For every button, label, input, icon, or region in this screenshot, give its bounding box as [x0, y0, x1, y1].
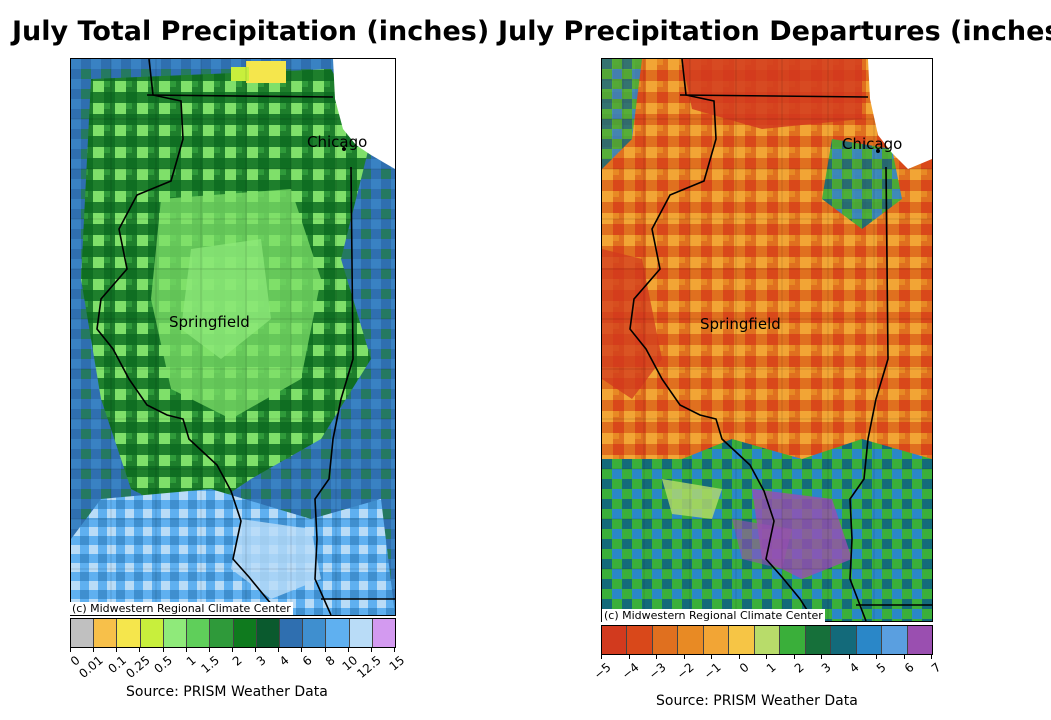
right-map-credit: (c) Midwestern Regional Climate Center — [602, 609, 825, 622]
left-legend-swatch — [71, 619, 95, 647]
left-legend-swatch — [187, 619, 211, 647]
right-legend-tick-label: −5 — [591, 660, 614, 683]
right-legend-tick-label: 2 — [791, 660, 807, 676]
left-legend-tick-label: 0.5 — [151, 653, 176, 676]
right-legend-tick-label: −3 — [646, 660, 669, 683]
right-legend-swatch — [678, 626, 704, 654]
right-legend-tick-label: −4 — [618, 660, 642, 683]
left-legend-colorbar — [70, 618, 396, 648]
left-legend-tick — [208, 647, 210, 652]
left-legend-swatch — [303, 619, 327, 647]
right-legend-tick — [876, 654, 877, 659]
left-legend-tick — [370, 647, 372, 652]
left-legend-swatch — [140, 619, 164, 647]
left-legend-tick-label: 15 — [386, 653, 407, 674]
right-legend-tick-label: 6 — [901, 660, 917, 676]
right-source: Source: PRISM Weather Data — [656, 693, 858, 709]
left-legend-tick-label: 12.5 — [354, 653, 384, 681]
left-legend-swatch — [233, 619, 257, 647]
left-legend-swatch — [326, 619, 350, 647]
left-map-title: July Total Precipitation (inches) — [12, 16, 490, 47]
right-legend-tick-label: −1 — [701, 660, 724, 683]
left-legend-swatch — [163, 619, 188, 647]
right-legend-tick — [931, 654, 932, 659]
left-legend-tick — [278, 647, 280, 652]
left-city-chicago: Chicago — [307, 133, 368, 151]
left-legend-tick-label: 1.5 — [198, 653, 222, 676]
left-legend-tick — [394, 647, 395, 652]
right-legend-swatch — [729, 626, 755, 654]
right-legend-tick — [601, 654, 602, 659]
left-legend-swatch — [279, 619, 304, 647]
right-legend-tick-label: 4 — [846, 660, 862, 676]
right-legend-swatch — [882, 626, 908, 654]
right-legend-ticks: −5 −4 −3 −2 −1 0 1 2 3 4 5 6 7 — [591, 654, 944, 682]
right-legend-tick — [738, 654, 740, 659]
right-legend-tick — [683, 654, 685, 659]
right-legend-tick-label: 1 — [764, 660, 779, 676]
left-legend-tick-label: 8 — [322, 653, 338, 669]
right-legend-tick — [821, 654, 822, 659]
left-legend-tick — [162, 647, 164, 652]
right-legend-colorbar — [601, 625, 933, 655]
right-legend-tick — [628, 654, 630, 659]
right-map-title: July Precipitation Departures (inches) — [498, 16, 1051, 47]
left-legend-tick-label: 0.25 — [122, 653, 153, 681]
left-legend-swatch — [117, 619, 141, 647]
left-legend-tick — [116, 647, 118, 652]
left-legend-tick — [232, 647, 233, 652]
right-city-chicago: Chicago — [842, 135, 903, 153]
left-legend-swatch — [94, 619, 118, 647]
right-legend-tick-label: 5 — [874, 660, 889, 676]
left-legend-swatch — [349, 619, 373, 647]
right-legend-tick-label: 3 — [819, 660, 834, 676]
left-legend-tick — [185, 647, 187, 652]
right-legend-swatch — [627, 626, 653, 654]
right-legend-swatch — [805, 626, 832, 654]
left-legend-tick-label: 6 — [299, 653, 315, 669]
left-legend-swatch — [256, 619, 280, 647]
left-legend-ticks: 0 0.01 0.1 0.25 0.5 1 1.5 2 3 4 6 8 10 12.5 15 — [68, 647, 407, 681]
left-legend-tick-label: 0.01 — [76, 653, 107, 681]
left-legend-tick-label: 1 — [183, 653, 199, 669]
left-legend-tick — [301, 647, 303, 652]
right-legend-swatch — [831, 626, 857, 654]
left-legend-tick — [324, 647, 326, 652]
right-legend-tick-label: −2 — [673, 660, 697, 683]
left-legend-tick — [139, 647, 141, 652]
right-legend-swatch — [856, 626, 883, 654]
right-map: Chicago Springfield — [601, 58, 933, 622]
left-source: Source: PRISM Weather Data — [126, 684, 328, 700]
right-legend-tick-label: 0 — [736, 660, 752, 676]
left-legend-tick — [255, 647, 257, 652]
left-legend-swatch — [372, 619, 396, 647]
left-legend-tick-label: 4 — [276, 653, 292, 669]
left-legend-swatch — [210, 619, 234, 647]
left-city-springfield: Springfield — [169, 313, 250, 331]
left-map: Chicago Springfield — [70, 58, 396, 616]
right-legend-swatch — [602, 626, 628, 654]
left-legend-tick — [70, 647, 71, 652]
left-legend-tick-label: 2 — [230, 653, 245, 669]
right-legend-tick — [656, 654, 657, 659]
right-legend-tick — [766, 654, 767, 659]
right-city-springfield: Springfield — [700, 315, 781, 333]
right-legend-tick — [711, 654, 712, 659]
right-legend-swatch — [652, 626, 679, 654]
right-legend-swatch — [780, 626, 806, 654]
left-legend-tick — [347, 647, 349, 652]
right-legend-swatch — [703, 626, 730, 654]
right-legend-tick — [848, 654, 850, 659]
right-legend-tick — [903, 654, 905, 659]
right-legend-tick — [793, 654, 795, 659]
right-legend-swatch — [754, 626, 781, 654]
left-map-credit: (c) Midwestern Regional Climate Center — [70, 602, 293, 615]
right-legend-swatch — [907, 626, 933, 654]
left-legend-tick — [93, 647, 95, 652]
left-legend-tick-label: 3 — [253, 653, 269, 669]
right-legend-tick-label: 7 — [929, 660, 944, 676]
